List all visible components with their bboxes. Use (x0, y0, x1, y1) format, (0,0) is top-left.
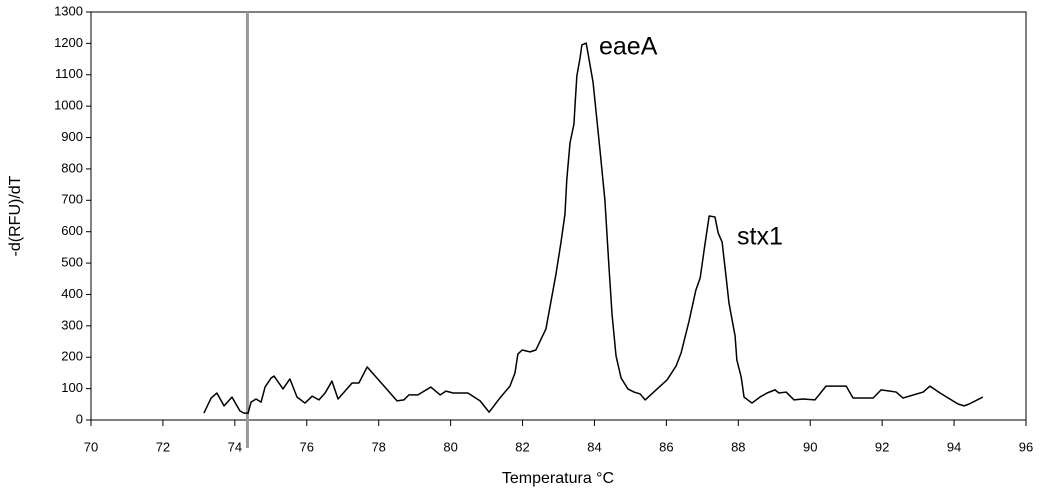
annotation: eaeA (599, 33, 658, 61)
plot-frame (90, 11, 1027, 421)
y-tick-label: 900 (61, 129, 83, 144)
x-tick-label: 80 (443, 439, 457, 454)
x-tick-label: 84 (587, 439, 601, 454)
x-tick-label: 76 (300, 439, 314, 454)
y-tick-label: 300 (61, 317, 83, 332)
x-tick-label: 70 (84, 439, 98, 454)
x-tick-label: 86 (659, 439, 673, 454)
x-axis-title: Temperatura °C (502, 470, 614, 487)
y-tick-label: 600 (61, 223, 83, 238)
annotation: stx1 (737, 223, 783, 251)
y-tick-label: 1300 (54, 3, 83, 18)
y-tick-label: 0 (76, 411, 83, 426)
y-tick-label: 1100 (55, 66, 83, 81)
y-tick-label: 1200 (54, 35, 83, 50)
x-tick-label: 72 (156, 439, 170, 454)
y-tick-label: 400 (61, 286, 83, 301)
x-tick-label: 82 (515, 439, 529, 454)
y-tick-label: 700 (61, 192, 83, 207)
y-tick-label: 100 (61, 380, 83, 395)
line (203, 42, 984, 414)
y-tick-label: 800 (61, 160, 83, 175)
y-tick-label: 1000 (54, 98, 83, 113)
y-tick-label: 200 (61, 349, 83, 364)
x-tick-label: 78 (371, 439, 385, 454)
x-tick-label: 96 (1019, 439, 1033, 454)
y-axis-title: -d(RFU)/dT (7, 175, 24, 256)
x-tick-label: 94 (947, 439, 961, 454)
x-tick-label: 92 (875, 439, 889, 454)
x-tick-label: 74 (228, 439, 242, 454)
x-tick-label: 90 (803, 439, 817, 454)
y-tick-label: 500 (61, 255, 83, 270)
x-tick-label: 88 (731, 439, 745, 454)
